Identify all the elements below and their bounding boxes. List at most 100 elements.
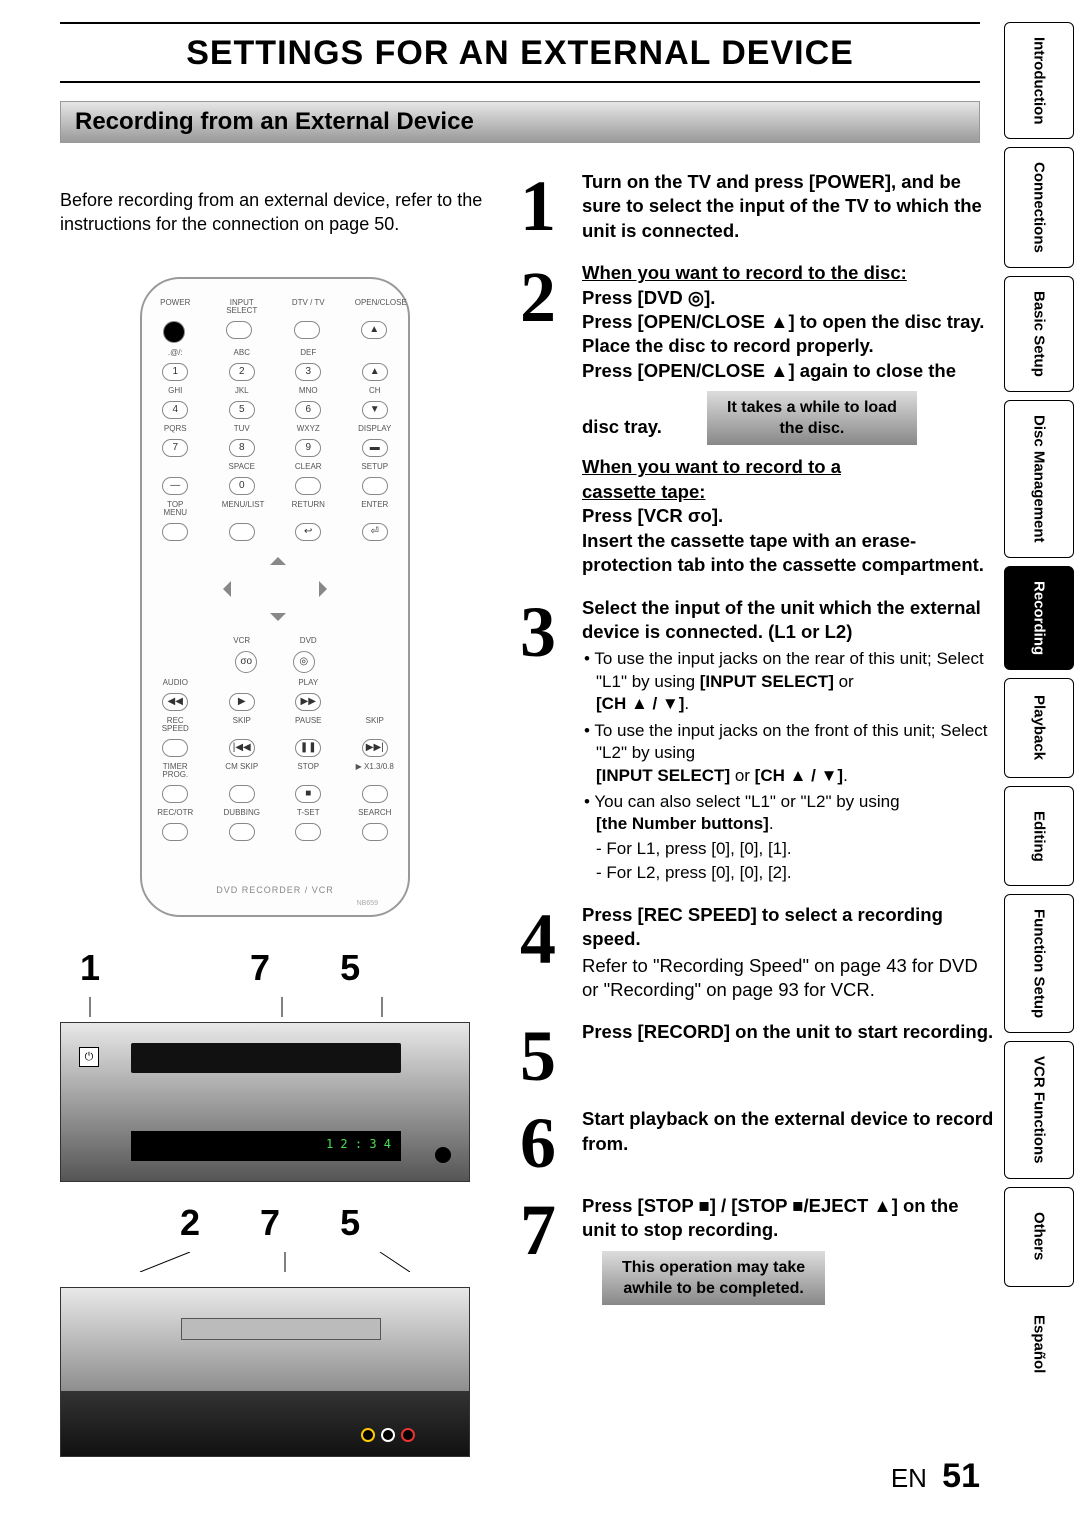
remote-btn (162, 823, 188, 841)
step-text: Press [RECORD] on the unit to start reco… (582, 1020, 993, 1089)
dvd-unit-illustration (60, 1287, 470, 1457)
step-line: ]. (712, 505, 723, 526)
remote-label: CH (355, 387, 395, 395)
bullet-text: . (684, 694, 689, 713)
remote-dpad (205, 549, 345, 629)
step-line: ]. (704, 287, 715, 308)
remote-btn: |◀◀ (229, 739, 255, 757)
remote-label: DVD (288, 637, 328, 645)
step-text: Press [REC SPEED] to select a recording … (582, 903, 995, 1003)
side-tab[interactable]: Function Setup (1004, 894, 1074, 1033)
callout-num: 7 (250, 947, 270, 989)
remote-btn: 5 (229, 401, 255, 419)
knob-icon (435, 1147, 451, 1163)
intro-line: instructions for the connection on page … (60, 214, 399, 234)
dvd-disc-icon: ◎ (688, 287, 704, 308)
step-number: 7 (520, 1194, 582, 1315)
remote-label: GHI (155, 387, 195, 395)
side-tab[interactable]: Playback (1004, 678, 1074, 778)
vcr-tape-icon: σο (688, 505, 712, 526)
bullet: • To use the input jacks on the rear of … (582, 648, 995, 715)
vcr-icon: σο (235, 651, 257, 673)
side-tab[interactable]: Español (1004, 1295, 1074, 1395)
page-footer: EN 51 (891, 1457, 980, 1496)
side-tabs: Introduction Connections Basic Setup Disc M… (1004, 22, 1074, 1403)
remote-label: TIMER PROG. (155, 763, 195, 779)
remote-btn: ⏎ (362, 523, 388, 541)
step-line: Press [REC SPEED] to select a recording … (582, 904, 943, 949)
bold-text: [INPUT SELECT] (596, 766, 730, 785)
side-tab[interactable]: Others (1004, 1187, 1074, 1287)
step-number: 2 (520, 261, 582, 577)
remote-label: ABC (222, 349, 262, 357)
av-jack-icon (401, 1428, 415, 1442)
remote-btn: 8 (229, 439, 255, 457)
callout-num: 5 (340, 1202, 360, 1244)
av-jack-icon (381, 1428, 395, 1442)
side-tab[interactable]: Introduction (1004, 22, 1074, 139)
remote-btn (162, 785, 188, 803)
remote-btn: ▶▶| (362, 739, 388, 757)
step-text: Start playback on the external device to… (582, 1107, 995, 1176)
step-number: 1 (520, 170, 582, 243)
remote-label (155, 637, 195, 645)
step-line: Insert the cassette tape with an erase-p… (582, 530, 984, 575)
intro-text: Before recording from an external device… (60, 188, 490, 237)
remote-btn: 3 (295, 363, 321, 381)
device-callouts-bottom: 2 7 5 (60, 1202, 490, 1244)
bold-text: [CH ▲ / ▼] (596, 694, 684, 713)
vcr-display: 1 2 : 3 4 (131, 1131, 401, 1161)
note-line: awhile to be completed. (623, 1280, 803, 1297)
side-tab[interactable]: Basic Setup (1004, 276, 1074, 392)
bullet-text: . (769, 814, 774, 833)
remote-btn: ▲ (361, 321, 387, 339)
remote-label: DTV / TV (288, 299, 328, 315)
step-3: 3 Select the input of the unit which the… (520, 596, 995, 885)
footer-lang: EN (891, 1463, 927, 1493)
remote-btn (362, 823, 388, 841)
remote-label (355, 679, 395, 687)
remote-btn: 7 (162, 439, 188, 457)
step-7: 7 Press [STOP ■] / [STOP ■/EJECT ▲] on t… (520, 1194, 995, 1315)
bullet-text: or (730, 766, 755, 785)
remote-btn: 0 (229, 477, 255, 495)
step-1: 1 Turn on the TV and press [POWER], and … (520, 170, 995, 243)
step-number: 3 (520, 596, 582, 885)
remote-label: SKIP (355, 717, 395, 733)
remote-btn: ▶▶ (295, 693, 321, 711)
remote-label (355, 637, 395, 645)
remote-btn: ▲ (362, 363, 388, 381)
note-line: the disc. (779, 420, 844, 437)
section-header: Recording from an External Device (60, 101, 980, 143)
note-line: It takes a while to load (727, 399, 897, 416)
remote-btn (295, 823, 321, 841)
bold-text: [CH ▲ / ▼] (755, 766, 843, 785)
side-tab[interactable]: Disc Management (1004, 400, 1074, 558)
remote-btn (229, 785, 255, 803)
note-box: This operation may take awhile to be com… (602, 1251, 825, 1305)
remote-label: PQRS (155, 425, 195, 433)
remote-label: WXYZ (288, 425, 328, 433)
side-tab[interactable]: VCR Functions (1004, 1041, 1074, 1179)
step-underline: cassette tape: (582, 481, 705, 502)
bullet-text: or (834, 672, 854, 691)
steps-column: 1 Turn on the TV and press [POWER], and … (520, 170, 995, 1333)
bold-text: [the Number buttons] (596, 814, 769, 833)
side-tab[interactable]: Recording (1004, 566, 1074, 670)
side-tab[interactable]: Connections (1004, 147, 1074, 268)
remote-label: T-SET (288, 809, 328, 817)
remote-label: REC/OTR (155, 809, 195, 817)
remote-btn (362, 477, 388, 495)
side-tab[interactable]: Editing (1004, 786, 1074, 886)
step-number: 6 (520, 1107, 582, 1176)
cassette-slot-icon (131, 1043, 401, 1073)
remote-label: SEARCH (355, 809, 395, 817)
remote-label: VCR (222, 637, 262, 645)
remote-label: .@/: (155, 349, 195, 357)
page-title: SETTINGS FOR AN EXTERNAL DEVICE (60, 22, 980, 83)
manual-page: SETTINGS FOR AN EXTERNAL DEVICE Recordin… (60, 0, 980, 1526)
remote-btn (162, 739, 188, 757)
intro-line: Before recording from an external device… (60, 190, 482, 210)
remote-btn: ■ (295, 785, 321, 803)
bullet: • To use the input jacks on the front of… (582, 720, 995, 787)
